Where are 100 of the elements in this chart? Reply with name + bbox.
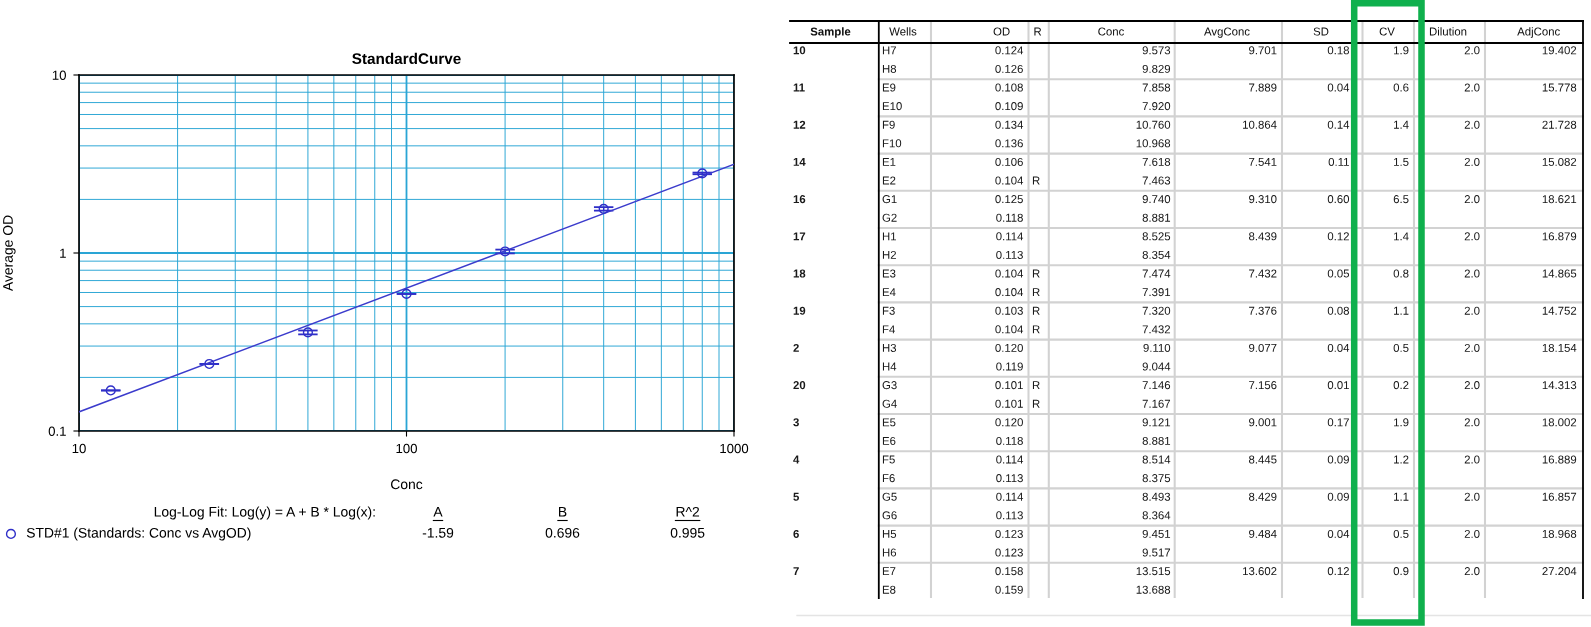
category-label: Wells (889, 27, 917, 36)
text: 15.082 (1542, 157, 1577, 166)
text: 0.17 (1327, 418, 1349, 427)
text: 0.04 (1327, 529, 1350, 538)
text: G6 (882, 511, 897, 520)
text: E1 (882, 158, 896, 166)
text: R (1032, 288, 1040, 297)
text: 0.123 (995, 548, 1023, 557)
text: 0.114 (996, 455, 1024, 464)
text: 0.114 (996, 492, 1024, 501)
chart-title: StandardCurve (352, 52, 461, 65)
category-label: Sample (810, 27, 851, 38)
text: 16.857 (1542, 492, 1577, 501)
text: 0.136 (995, 139, 1023, 148)
text: E5 (882, 418, 896, 427)
text: 7.920 (1142, 102, 1171, 111)
text: 2.0 (1464, 195, 1480, 204)
text: 0.124 (995, 46, 1024, 55)
category-label: AvgConc (1204, 27, 1250, 38)
text: 0.108 (995, 83, 1023, 92)
text: 8.514 (1142, 455, 1171, 464)
text: F9 (882, 120, 895, 129)
text: 7.858 (1142, 83, 1171, 92)
text: 9.701 (1249, 46, 1277, 55)
text: 6 (793, 529, 799, 538)
text: 0.5 (1393, 343, 1409, 352)
text: E10 (882, 102, 902, 111)
text: 19.402 (1542, 46, 1577, 55)
text: 16 (793, 195, 806, 204)
text: 0.09 (1327, 455, 1349, 464)
text: F3 (882, 306, 895, 315)
text: 9.110 (1143, 343, 1171, 352)
text: 0.120 (995, 418, 1023, 427)
category-label: Dilution (1429, 27, 1467, 36)
text: 10.864 (1243, 120, 1277, 129)
category-label: CV (1379, 27, 1395, 36)
text: 1.5 (1394, 158, 1409, 166)
text: 19 (793, 306, 806, 315)
text: G1 (882, 195, 897, 204)
text: 2.0 (1464, 343, 1480, 352)
text: 0.158 (995, 567, 1023, 576)
text: 0.995 (670, 527, 705, 538)
text: 0.134 (995, 120, 1024, 129)
text: 27.204 (1542, 567, 1577, 576)
text: 9.740 (1142, 195, 1171, 204)
text: 2 (793, 343, 799, 352)
text: 1.1 (1394, 492, 1409, 501)
text: 2.0 (1464, 306, 1480, 315)
text: 0.09 (1327, 492, 1349, 501)
text: R (1032, 176, 1040, 185)
text: H8 (882, 64, 897, 73)
text: 0.123 (995, 529, 1023, 538)
text: F10 (882, 139, 902, 148)
text: 17 (793, 232, 806, 241)
text: E9 (882, 83, 896, 92)
text: 0.18 (1327, 46, 1350, 55)
category-label: SD (1313, 27, 1329, 36)
text: 1.4 (1394, 120, 1409, 129)
text: E7 (882, 567, 896, 576)
text: Log-Log Fit: Log(y) = A + B * Log(x): (154, 506, 375, 520)
text: H1 (882, 232, 896, 241)
text: 0.103 (995, 306, 1023, 315)
text: 0.101 (995, 381, 1023, 390)
text: E8 (882, 585, 896, 594)
text: 12 (793, 120, 806, 129)
text: 7.474 (1142, 269, 1171, 278)
text: 0.119 (996, 362, 1023, 371)
text: 18.968 (1542, 529, 1577, 538)
text: 2.0 (1464, 492, 1480, 501)
text: E4 (882, 288, 896, 297)
text: 11 (793, 83, 805, 92)
text: 0.114 (996, 232, 1024, 241)
x-tick-label: 10 (72, 443, 86, 454)
text: H2 (882, 250, 896, 259)
text: 16.879 (1542, 232, 1577, 241)
text: R (1032, 381, 1040, 390)
text: 5 (793, 492, 800, 501)
text: 9.484 (1249, 529, 1277, 538)
text: 0.126 (995, 64, 1023, 73)
text: 0.159 (995, 585, 1023, 594)
text: 0.101 (995, 399, 1023, 408)
text: 0.118 (996, 213, 1023, 222)
text: 0.12 (1327, 567, 1349, 576)
text: 1.9 (1394, 418, 1409, 427)
text: F6 (882, 474, 895, 483)
text: 18.154 (1542, 343, 1577, 352)
text: 1.2 (1394, 455, 1409, 464)
text: 10.968 (1136, 139, 1171, 148)
text: 8.354 (1142, 250, 1171, 259)
text: 0.6 (1393, 83, 1409, 92)
text: 9.517 (1142, 548, 1171, 557)
text: 8.375 (1142, 474, 1171, 483)
y-tick-label: 10 (52, 70, 66, 80)
text: 0.125 (995, 195, 1023, 204)
text: 7.889 (1249, 83, 1277, 92)
text: 7.463 (1142, 176, 1171, 185)
category-label: OD (993, 27, 1010, 36)
text: 0.104 (995, 269, 1024, 278)
text: 7.541 (1249, 158, 1277, 166)
text: 0.11 (1328, 157, 1349, 166)
